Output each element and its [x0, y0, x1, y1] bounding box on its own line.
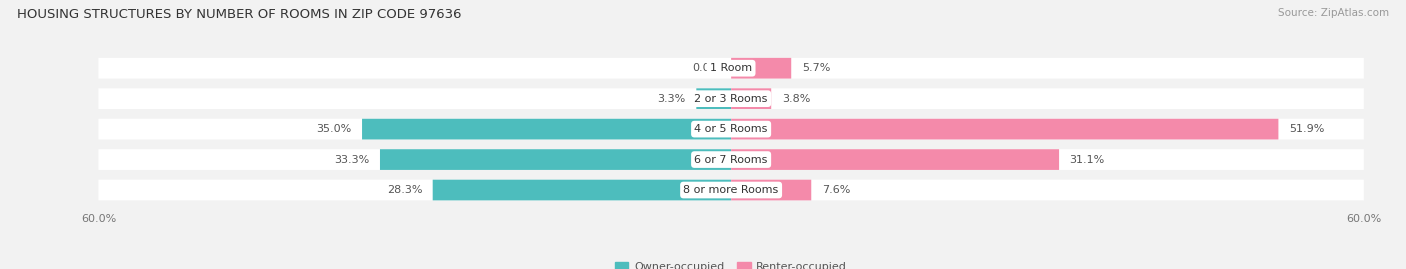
FancyBboxPatch shape — [731, 88, 770, 109]
Text: 6 or 7 Rooms: 6 or 7 Rooms — [695, 155, 768, 165]
FancyBboxPatch shape — [98, 180, 1364, 200]
Text: 7.6%: 7.6% — [821, 185, 851, 195]
Text: 2 or 3 Rooms: 2 or 3 Rooms — [695, 94, 768, 104]
Text: 3.3%: 3.3% — [658, 94, 686, 104]
Text: HOUSING STRUCTURES BY NUMBER OF ROOMS IN ZIP CODE 97636: HOUSING STRUCTURES BY NUMBER OF ROOMS IN… — [17, 8, 461, 21]
Text: 1 Room: 1 Room — [710, 63, 752, 73]
Text: 33.3%: 33.3% — [335, 155, 370, 165]
Text: 31.1%: 31.1% — [1070, 155, 1105, 165]
FancyBboxPatch shape — [380, 149, 731, 170]
Text: 28.3%: 28.3% — [387, 185, 422, 195]
Text: 5.7%: 5.7% — [801, 63, 830, 73]
FancyBboxPatch shape — [98, 88, 1364, 109]
FancyBboxPatch shape — [731, 58, 792, 79]
FancyBboxPatch shape — [696, 88, 731, 109]
Legend: Owner-occupied, Renter-occupied: Owner-occupied, Renter-occupied — [610, 257, 852, 269]
FancyBboxPatch shape — [731, 180, 811, 200]
Text: 3.8%: 3.8% — [782, 94, 810, 104]
Text: 8 or more Rooms: 8 or more Rooms — [683, 185, 779, 195]
Text: 51.9%: 51.9% — [1289, 124, 1324, 134]
FancyBboxPatch shape — [98, 58, 1364, 79]
FancyBboxPatch shape — [433, 180, 731, 200]
Text: Source: ZipAtlas.com: Source: ZipAtlas.com — [1278, 8, 1389, 18]
FancyBboxPatch shape — [731, 149, 1059, 170]
Text: 35.0%: 35.0% — [316, 124, 352, 134]
FancyBboxPatch shape — [363, 119, 731, 139]
Text: 4 or 5 Rooms: 4 or 5 Rooms — [695, 124, 768, 134]
FancyBboxPatch shape — [98, 149, 1364, 170]
FancyBboxPatch shape — [731, 119, 1278, 139]
FancyBboxPatch shape — [98, 119, 1364, 139]
Text: 0.0%: 0.0% — [692, 63, 720, 73]
